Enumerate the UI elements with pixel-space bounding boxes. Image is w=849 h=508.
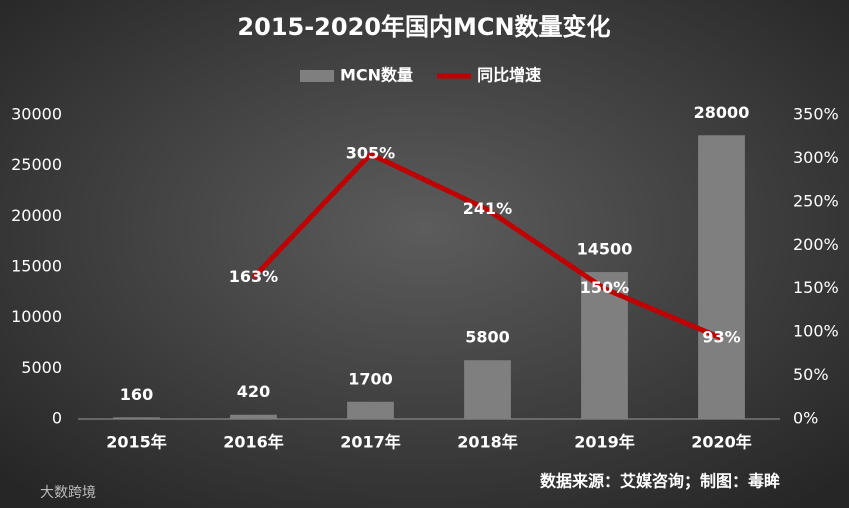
data-label: 28000: [694, 103, 750, 122]
x-tick-label: 2015年: [106, 433, 167, 452]
data-label: 305%: [346, 144, 395, 163]
data-label: 163%: [229, 267, 278, 286]
watermark: 大数跨境: [40, 485, 96, 501]
x-tick-label: 2017年: [340, 433, 401, 452]
data-label: 93%: [702, 328, 740, 347]
bar: [464, 360, 511, 419]
source: 数据来源：艾媒咨询；制图：毒眸: [540, 472, 780, 491]
data-label: 241%: [463, 199, 512, 218]
y2-tick-label: 100%: [793, 322, 839, 341]
y2-tick-label: 200%: [793, 235, 839, 254]
legend-swatch: [300, 70, 334, 82]
x-tick-label: 2016年: [223, 433, 284, 452]
x-tick-label: 2019年: [574, 433, 635, 452]
y2-tick-label: 150%: [793, 278, 839, 297]
bar: [698, 135, 745, 419]
data-label: 420: [237, 382, 270, 401]
y-tick-label: 20000: [11, 206, 62, 225]
chart-title: 2015-2020年国内MCN数量变化: [237, 13, 610, 41]
y2-tick-label: 250%: [793, 191, 839, 210]
bar: [347, 401, 394, 419]
data-label: 150%: [580, 278, 629, 297]
bar: [113, 417, 160, 419]
y2-tick-label: 300%: [793, 148, 839, 167]
legend-label: MCN数量: [340, 66, 413, 85]
data-label: 1700: [348, 369, 393, 388]
y-tick-label: 0: [52, 409, 62, 428]
y2-tick-label: 50%: [793, 365, 829, 384]
line: [251, 151, 723, 341]
legend-label: 同比增速: [477, 66, 541, 85]
x-tick-label: 2020年: [691, 433, 752, 452]
data-label: 160: [120, 385, 153, 404]
y-tick-label: 25000: [11, 155, 62, 174]
data-label: 5800: [465, 328, 510, 347]
x-tick-label: 2018年: [457, 433, 518, 452]
y-tick-label: 15000: [11, 257, 62, 276]
y2-tick-label: 0%: [793, 409, 818, 428]
y-tick-label: 5000: [21, 358, 62, 377]
y-tick-label: 10000: [11, 307, 62, 326]
data-label: 14500: [577, 240, 633, 259]
y-tick-label: 30000: [11, 105, 62, 124]
bar: [230, 414, 277, 419]
y2-tick-label: 350%: [793, 105, 839, 124]
